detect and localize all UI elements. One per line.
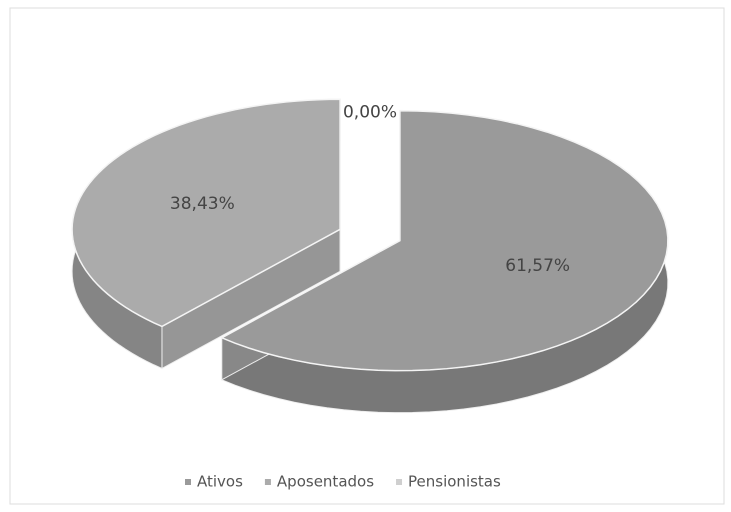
pie: 61,57% 38,43% 0,00%: [71, 98, 669, 414]
data-label: 0,00%: [343, 102, 397, 122]
legend-marker: [264, 479, 271, 485]
legend-marker: [396, 479, 403, 485]
data-label: 61,57%: [505, 256, 570, 276]
slice: [220, 109, 669, 372]
legend-marker: [185, 479, 191, 485]
legend: Ativos Aposentados Pensionistas: [185, 473, 501, 491]
slice: [71, 98, 341, 328]
legend-label: Aposentados: [277, 473, 374, 491]
data-label: 38,43%: [170, 194, 235, 214]
legend-label: Ativos: [197, 473, 243, 491]
legend-label: Pensionistas: [408, 473, 501, 491]
